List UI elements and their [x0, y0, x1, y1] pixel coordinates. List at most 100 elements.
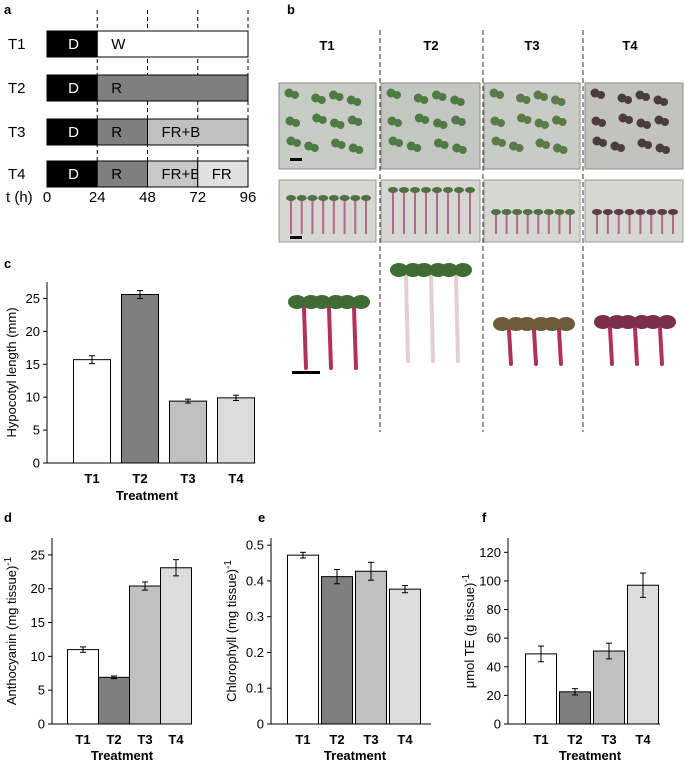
photo-top-seedling — [625, 116, 633, 124]
chart-c-bar-t2 — [121, 294, 159, 464]
chart-d-ytick-label: 0 — [38, 717, 45, 732]
photo-closeup-stem — [608, 326, 614, 366]
chart-e-xtick-label-t2: T2 — [329, 732, 344, 747]
photo-closeup-stem — [507, 328, 513, 366]
chart-e-bar-t4 — [389, 588, 421, 725]
timeline-segment-t3-1 — [96, 118, 148, 146]
timeline-segment-label-t3-2: FR+B — [162, 124, 201, 141]
photo-column-label-t4: T4 — [622, 38, 638, 53]
chart-d-y-axis-title-superscript: -1 — [3, 556, 14, 565]
chart-c-bar-t1 — [73, 359, 111, 464]
chart-d-bar-t2 — [98, 676, 130, 725]
timeline-row-label-t2: T2 — [8, 80, 26, 97]
chart-e-x-axis-title: Treatment — [324, 748, 387, 763]
chart-e-ytick-label: 0.2 — [246, 645, 264, 660]
photo-top-seedling — [292, 119, 300, 127]
chart-c-ytick-label: 0 — [33, 456, 40, 471]
photo-top-seedling — [644, 141, 652, 149]
chart-f-x-axis-title: Treatment — [559, 748, 622, 763]
photo-side-leaf — [543, 209, 554, 215]
photo-side-leaf — [465, 187, 475, 193]
chart-anthocyanin: 0 5 10 15 20 25 T1 T2 T3 T4 Treatment Anthocyanin (… — [3, 538, 192, 763]
photo-side-leaf — [624, 209, 635, 215]
seedling-photo-panel: T1 T2 T3 T4 — [278, 30, 684, 432]
chart-d-x-axis-title: Treatment — [91, 748, 154, 763]
scale-bar-closeup — [292, 371, 320, 374]
timeline-segment-t1-1 — [96, 30, 249, 58]
timeline-row-label-t3: T3 — [8, 124, 26, 141]
chart-c-xtick-label-t2: T2 — [132, 471, 147, 486]
timeline-segment-t2-0 — [46, 74, 98, 102]
photo-side-leaf — [592, 209, 602, 215]
photo-top-seedling — [597, 91, 605, 99]
photo-side-leaf — [635, 209, 646, 215]
timeline-axis-label: t (h) — [6, 189, 33, 206]
chart-hypocotyl-length: 0 5 10 15 20 25 T1 T2 T3 T4 Treatment Hypocotyl len… — [4, 282, 255, 503]
photo-top-seedling — [498, 139, 506, 147]
photo-closeup-stem — [404, 274, 410, 363]
chart-f-ytick-label: 80 — [487, 602, 501, 617]
photo-top-seedling — [456, 98, 465, 106]
chart-e-y-axis-title-superscript: -1 — [223, 560, 234, 569]
chart-f-xtick-label-t1: T1 — [533, 732, 548, 747]
photo-closeup-stem — [633, 326, 639, 366]
chart-e-xtick-label-t3: T3 — [363, 732, 378, 747]
photo-closeup-leaf — [658, 315, 676, 329]
chart-e-bar-t1 — [287, 554, 319, 725]
photo-closeup-leaf — [493, 317, 511, 331]
chart-c-ytick-label: 20 — [26, 324, 40, 339]
timeline-segment-label-t1-1: W — [111, 36, 126, 53]
photo-closeup-leaf — [288, 295, 306, 309]
chart-e-ytick-label: 0.4 — [246, 573, 264, 588]
photo-side-leaf — [602, 209, 613, 215]
photo-closeup-leaf — [352, 295, 370, 309]
chart-d-y-axis-title: Anthocyanin (mg tissue)-1 — [3, 556, 20, 705]
timeline-segment-label-t2-0: D — [68, 80, 79, 97]
timeline-segment-label-t3-0: D — [68, 124, 79, 141]
photo-side-leaf — [657, 209, 668, 215]
photo-top-seedling — [310, 144, 319, 152]
photo-top-seedling — [336, 121, 345, 129]
chart-c-ytick-label: 5 — [33, 423, 40, 438]
chart-d-xtick-label-t2: T2 — [106, 732, 121, 747]
chart-e-ytick-label: 0.1 — [246, 681, 264, 696]
photo-top-seedling — [293, 139, 301, 147]
photo-top-seedling — [642, 93, 650, 101]
photo-side-leaf — [286, 195, 296, 201]
photo-top-seedling — [440, 141, 449, 149]
photo-closeup-leaf — [619, 315, 637, 329]
photo-top-seedling — [523, 116, 532, 124]
photo-side-view-1 — [278, 179, 377, 243]
photo-side-leaf — [491, 209, 501, 215]
chart-c-bar-t3 — [169, 400, 207, 464]
photo-top-seedling — [395, 139, 403, 147]
chart-f-ytick-label: 100 — [479, 573, 501, 588]
photo-top-seedling — [353, 98, 362, 106]
photo-closeup-stem — [658, 326, 664, 366]
photo-top-seedling — [355, 146, 364, 154]
photo-top-seedling — [413, 144, 422, 152]
photo-side-leaf — [533, 209, 544, 215]
chart-f-bar-t3 — [593, 650, 625, 725]
photo-top-seedling — [515, 144, 524, 152]
photo-column-label-t3: T3 — [524, 38, 539, 53]
timeline-segment-label-t4-1: R — [111, 166, 122, 183]
photo-side-leaf — [318, 195, 329, 201]
chart-f-ytick-label: 60 — [487, 631, 501, 646]
photo-closeup-leaf — [440, 263, 458, 277]
photo-top-seedling — [496, 91, 504, 99]
photo-top-seedling — [522, 96, 531, 104]
chart-f-ytick-label: 120 — [479, 545, 501, 560]
chart-d-ytick-label: 5 — [38, 683, 45, 698]
chart-e-ytick-label: 0 — [257, 717, 264, 732]
photo-top-seedling — [617, 144, 625, 152]
photo-column-label-t2: T2 — [423, 38, 438, 53]
chart-c-xtick-label-t1: T1 — [84, 471, 99, 486]
panel-label-d: d — [4, 510, 12, 525]
panel-label-c: c — [4, 256, 11, 271]
photo-top-seedling — [558, 118, 567, 126]
photo-top-seedling — [559, 146, 568, 154]
chart-c-ytick-label: 15 — [26, 357, 40, 372]
photo-closeup-leaf — [390, 263, 408, 277]
